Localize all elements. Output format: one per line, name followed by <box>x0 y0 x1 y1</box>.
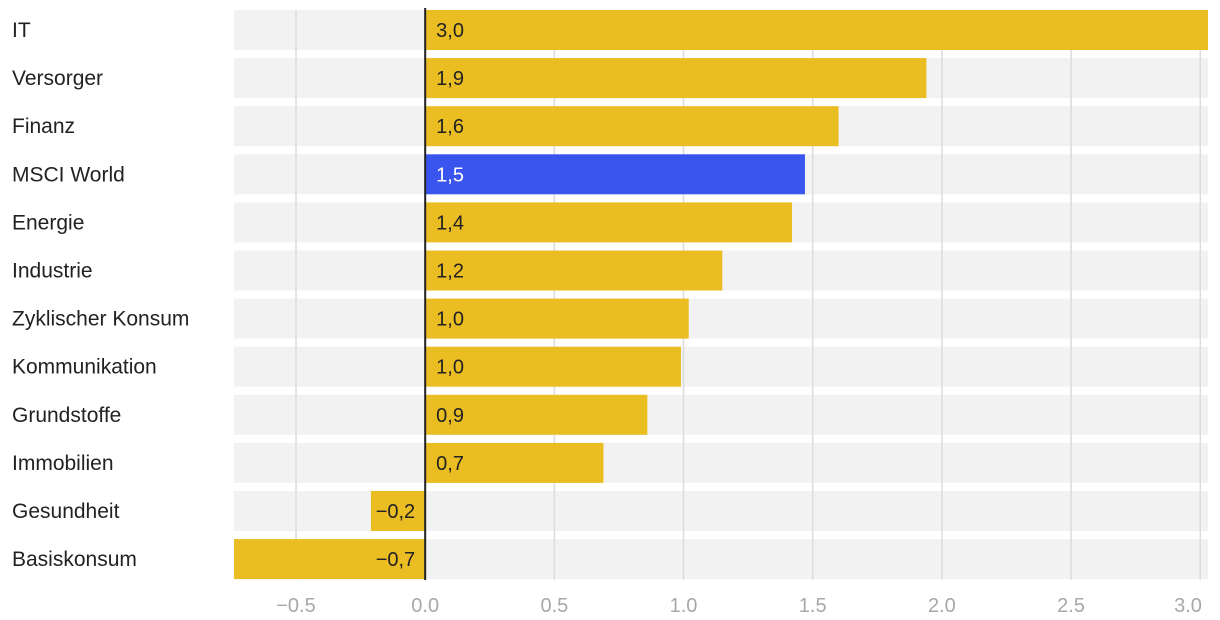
bar-grundstoffe <box>425 394 648 435</box>
row-band <box>234 346 1208 387</box>
x-axis-ticks: −0.5 0.0 0.5 1.0 1.5 2.0 2.5 3.0 <box>276 595 1202 617</box>
bar-energie <box>425 202 793 243</box>
category-label: MSCI World <box>12 163 125 186</box>
value-labels: 3,0 1,9 1,6 1,5 1,4 1,2 1,0 1,0 0,9 0,7 −0,2 −0,7 <box>376 20 464 571</box>
bar-zyklischer-konsum <box>425 298 689 339</box>
row-band <box>234 394 1208 435</box>
category-label: Gesundheit <box>12 500 120 523</box>
category-label: Industrie <box>12 260 93 283</box>
value-label: 0,9 <box>436 405 464 427</box>
category-label: Immobilien <box>12 452 114 475</box>
row-band <box>234 442 1208 483</box>
value-label: 1,0 <box>436 309 464 331</box>
x-tick-label: 1.5 <box>799 595 827 617</box>
value-label: 0,7 <box>436 453 464 475</box>
bar-msci-world <box>425 154 805 195</box>
x-tick-label: 2.0 <box>928 595 956 617</box>
x-tick-label: 3.0 <box>1174 595 1202 617</box>
value-label: 1,5 <box>436 164 464 186</box>
value-label: 1,4 <box>436 212 464 234</box>
category-label: Finanz <box>12 115 75 138</box>
category-label: IT <box>12 19 31 42</box>
category-label: Basiskonsum <box>12 548 137 571</box>
category-label: Kommunikation <box>12 356 157 379</box>
x-tick-label: −0.5 <box>276 595 315 617</box>
value-label: 1,9 <box>436 68 464 90</box>
value-label: −0,7 <box>376 549 415 571</box>
bar-immobilien <box>425 442 604 483</box>
category-label: Versorger <box>12 67 103 90</box>
row-band <box>234 298 1208 339</box>
bar-versorger <box>425 58 927 99</box>
value-label: 1,0 <box>436 357 464 379</box>
value-label: 1,6 <box>436 116 464 138</box>
bar-gesundheit <box>370 491 426 531</box>
category-label: Grundstoffe <box>12 404 121 427</box>
value-label: 1,2 <box>436 261 464 283</box>
gridlines <box>295 10 1201 580</box>
bar-basiskonsum <box>234 539 426 580</box>
x-tick-label: 0.5 <box>540 595 568 617</box>
bars <box>234 10 1209 580</box>
value-label: 3,0 <box>436 20 464 42</box>
bar-industrie <box>425 250 723 291</box>
x-tick-label: 1.0 <box>670 595 698 617</box>
value-label: −0,2 <box>376 501 415 523</box>
bar-it <box>425 10 1209 50</box>
category-label: Energie <box>12 211 84 234</box>
category-label: Zyklischer Konsum <box>12 308 189 331</box>
bar-kommunikation <box>425 346 681 387</box>
category-labels: IT Versorger Finanz MSCI World Energie Indust… <box>12 19 189 571</box>
x-tick-label: 2.5 <box>1057 595 1085 617</box>
x-tick-label: 0.0 <box>411 595 439 617</box>
bar-finanz <box>425 106 839 147</box>
